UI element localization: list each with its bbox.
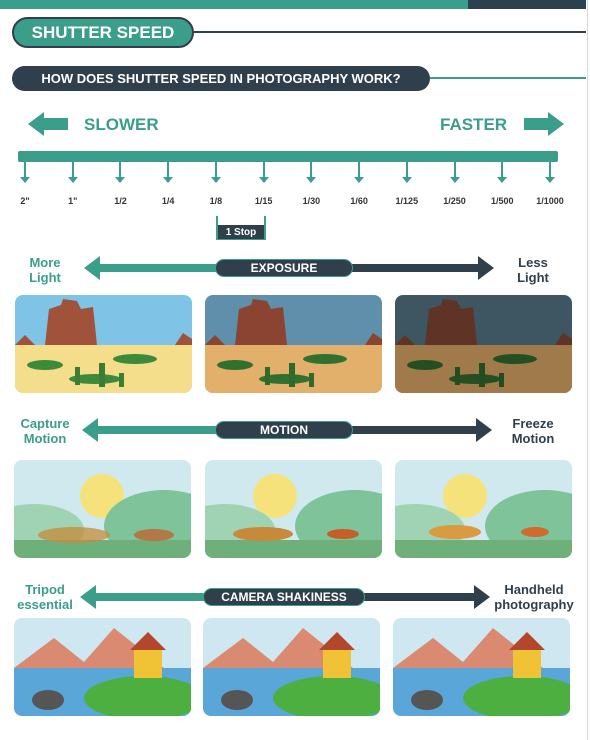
double-arrow-icon <box>80 585 490 609</box>
landscape-image-handheld <box>393 618 570 716</box>
page-subtitle: HOW DOES SHUTTER SPEED IN PHOTOGRAPHY WO… <box>12 66 430 91</box>
scale-tick <box>497 162 508 183</box>
double-arrow-icon <box>82 418 492 442</box>
desert-image-medium <box>205 295 382 393</box>
subtitle-divider <box>430 77 586 79</box>
scale-tick <box>545 162 555 183</box>
scale-tick <box>210 162 221 183</box>
scale-tick-label: 1/1000 <box>536 196 564 206</box>
right-arrow-icon <box>524 112 564 136</box>
scale-tick-label: 2" <box>20 196 30 206</box>
scale-tick-label: 1/4 <box>161 196 175 206</box>
stop-bracket <box>216 216 266 240</box>
exposure-left-label: More Light <box>29 255 61 285</box>
motion-left-label: Capture Motion <box>20 416 70 446</box>
scale-tick <box>115 162 126 183</box>
scale-tick-label: 1/125 <box>395 196 419 206</box>
motion-right-label: Freeze Motion <box>511 416 555 446</box>
cheetah-image-medium <box>205 460 382 558</box>
title-divider <box>194 31 586 33</box>
page-title: SHUTTER SPEED <box>12 17 194 48</box>
scale-tick-label: 1/15 <box>254 196 273 206</box>
scale-tick-label: 1/8 <box>209 196 223 206</box>
stop-label: 1 Stop <box>218 225 264 239</box>
motion-pill: MOTION <box>215 421 353 439</box>
top-accent-bar <box>0 0 468 9</box>
scale-tick <box>258 162 269 183</box>
page-edge <box>587 0 588 740</box>
landscape-image-medium <box>203 618 380 716</box>
shakiness-right-label: Handheld photography <box>494 582 574 612</box>
scale-tick-label: 1/250 <box>443 196 466 206</box>
scale-tick <box>20 162 30 183</box>
scale-tick <box>401 162 412 183</box>
desert-image-dark <box>395 295 572 393</box>
exposure-pill: EXPOSURE <box>215 259 353 277</box>
scale-tick <box>354 162 365 183</box>
camera-shakiness-pill: CAMERA SHAKINESS <box>203 588 365 606</box>
scale-tick-label: 1/2 <box>114 196 127 206</box>
exposure-right-label: Less Light <box>517 255 549 285</box>
slower-label: SLOWER <box>84 115 159 134</box>
cheetah-image-blurred <box>14 460 191 558</box>
scale-tick <box>306 162 317 183</box>
scale-tick <box>67 162 78 183</box>
scale-tick-label: 1/60 <box>350 196 368 206</box>
scale-tick <box>449 162 460 183</box>
faster-label: FASTER <box>440 115 508 134</box>
landscape-image-tripod <box>14 618 191 716</box>
double-arrow-icon <box>84 256 494 280</box>
scale-tick-label: 1" <box>68 196 78 206</box>
shutter-scale-bar <box>18 151 558 162</box>
cheetah-image-frozen <box>395 460 572 558</box>
shakiness-left-label: Tripod essential <box>17 582 73 612</box>
scale-tick-label: 1/500 <box>491 196 514 206</box>
left-arrow-icon <box>28 112 68 136</box>
desert-image-bright <box>15 295 192 393</box>
scale-tick <box>163 162 174 183</box>
scale-tick-label: 1/30 <box>302 196 321 206</box>
top-accent-bar-dark <box>468 0 586 9</box>
